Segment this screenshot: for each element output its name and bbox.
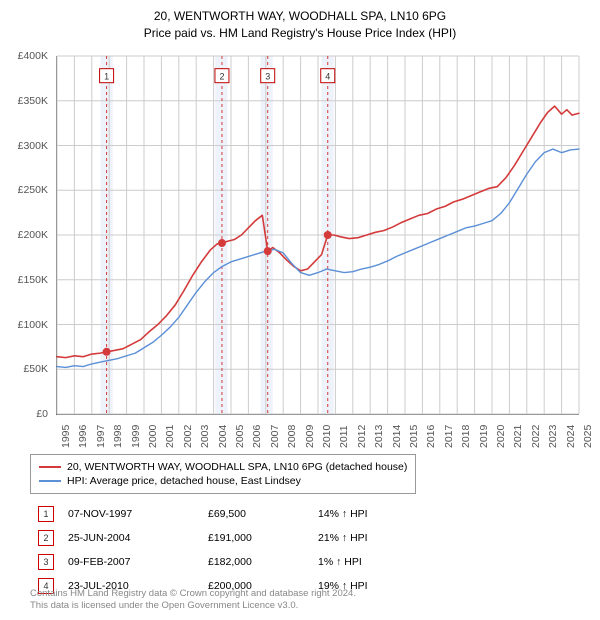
x-tick-label: 2002	[182, 425, 194, 448]
event-num-box: 1	[38, 506, 54, 522]
title-block: 20, WENTWORTH WAY, WOODHALL SPA, LN10 6P…	[0, 0, 600, 42]
x-tick-label: 2009	[304, 425, 316, 448]
event-label-num: 2	[219, 72, 224, 82]
event-price: £69,500	[208, 508, 318, 520]
x-tick-label: 2012	[356, 425, 368, 448]
event-marker	[218, 239, 226, 247]
event-pct: 21% ↑ HPI	[318, 532, 428, 544]
x-tick-label: 1999	[130, 425, 142, 448]
event-date: 09-FEB-2007	[68, 556, 208, 568]
y-axis-labels: £0£50K£100K£150K£200K£250K£300K£350K£400…	[0, 56, 52, 414]
footer-line-1: Contains HM Land Registry data © Crown c…	[30, 588, 356, 600]
y-tick-label: £50K	[23, 363, 48, 375]
x-tick-label: 2015	[408, 425, 420, 448]
event-date: 07-NOV-1997	[68, 508, 208, 520]
event-row: 2 25-JUN-2004£191,00021% ↑ HPI	[30, 526, 428, 550]
event-row: 1 07-NOV-1997£69,50014% ↑ HPI	[30, 502, 428, 526]
x-tick-label: 2018	[460, 425, 472, 448]
x-tick-label: 2010	[321, 425, 333, 448]
y-tick-label: £200K	[18, 229, 48, 241]
y-tick-label: £400K	[18, 50, 48, 62]
chart-plot-area: 1 2 3 4	[56, 56, 579, 415]
legend-item: HPI: Average price, detached house, East…	[39, 474, 407, 488]
legend-label: HPI: Average price, detached house, East…	[67, 475, 301, 487]
x-tick-label: 1996	[77, 425, 89, 448]
y-tick-label: £250K	[18, 184, 48, 196]
x-tick-label: 2014	[391, 425, 403, 448]
event-marker	[103, 348, 111, 356]
x-tick-label: 2019	[478, 425, 490, 448]
x-tick-label: 2005	[234, 425, 246, 448]
x-tick-label: 2021	[512, 425, 524, 448]
x-tick-label: 2000	[147, 425, 159, 448]
footer-line-2: This data is licensed under the Open Gov…	[30, 600, 356, 612]
title-line-1: 20, WENTWORTH WAY, WOODHALL SPA, LN10 6P…	[0, 8, 600, 25]
x-tick-label: 2017	[443, 425, 455, 448]
y-tick-label: £150K	[18, 274, 48, 286]
chart-container: 20, WENTWORTH WAY, WOODHALL SPA, LN10 6P…	[0, 0, 600, 620]
event-label-num: 1	[104, 72, 109, 82]
legend-label: 20, WENTWORTH WAY, WOODHALL SPA, LN10 6P…	[67, 461, 407, 473]
x-tick-label: 1997	[95, 425, 107, 448]
y-tick-label: £0	[36, 408, 48, 420]
event-pct: 14% ↑ HPI	[318, 508, 428, 520]
x-tick-label: 2020	[495, 425, 507, 448]
x-tick-label: 2006	[251, 425, 263, 448]
x-tick-label: 2003	[199, 425, 211, 448]
event-row: 3 09-FEB-2007£182,0001% ↑ HPI	[30, 550, 428, 574]
legend-swatch	[39, 466, 61, 468]
x-tick-label: 2004	[217, 425, 229, 448]
x-tick-label: 2023	[547, 425, 559, 448]
legend-item: 20, WENTWORTH WAY, WOODHALL SPA, LN10 6P…	[39, 460, 407, 474]
x-tick-label: 2016	[425, 425, 437, 448]
event-price: £182,000	[208, 556, 318, 568]
title-line-2: Price paid vs. HM Land Registry's House …	[0, 25, 600, 42]
event-marker	[324, 231, 332, 239]
x-tick-label: 2024	[565, 425, 577, 448]
x-tick-label: 2008	[286, 425, 298, 448]
event-price: £191,000	[208, 532, 318, 544]
event-marker	[264, 247, 272, 255]
x-tick-label: 2025	[582, 425, 594, 448]
chart-svg: 1 2 3 4	[57, 56, 579, 414]
event-label-num: 4	[325, 72, 330, 82]
legend-swatch	[39, 480, 61, 482]
x-tick-label: 2007	[269, 425, 281, 448]
event-label-num: 3	[265, 72, 270, 82]
event-date: 25-JUN-2004	[68, 532, 208, 544]
x-tick-label: 1998	[112, 425, 124, 448]
y-tick-label: £350K	[18, 95, 48, 107]
event-pct: 1% ↑ HPI	[318, 556, 428, 568]
legend-box: 20, WENTWORTH WAY, WOODHALL SPA, LN10 6P…	[30, 454, 416, 494]
x-axis-labels: 1995 1996 1997 1998 1999 2000 2001 2002 2003 2004…	[56, 418, 578, 452]
events-table: 1 07-NOV-1997£69,50014% ↑ HPI 2 25-JUN-2004…	[30, 502, 428, 598]
y-tick-label: £100K	[18, 319, 48, 331]
event-num-box: 3	[38, 554, 54, 570]
x-tick-label: 1995	[60, 425, 72, 448]
footer-attribution: Contains HM Land Registry data © Crown c…	[30, 588, 356, 613]
x-tick-label: 2022	[530, 425, 542, 448]
event-num-box: 2	[38, 530, 54, 546]
x-tick-label: 2011	[338, 425, 350, 448]
x-tick-label: 2001	[164, 425, 176, 448]
y-tick-label: £300K	[18, 140, 48, 152]
x-tick-label: 2013	[373, 425, 385, 448]
